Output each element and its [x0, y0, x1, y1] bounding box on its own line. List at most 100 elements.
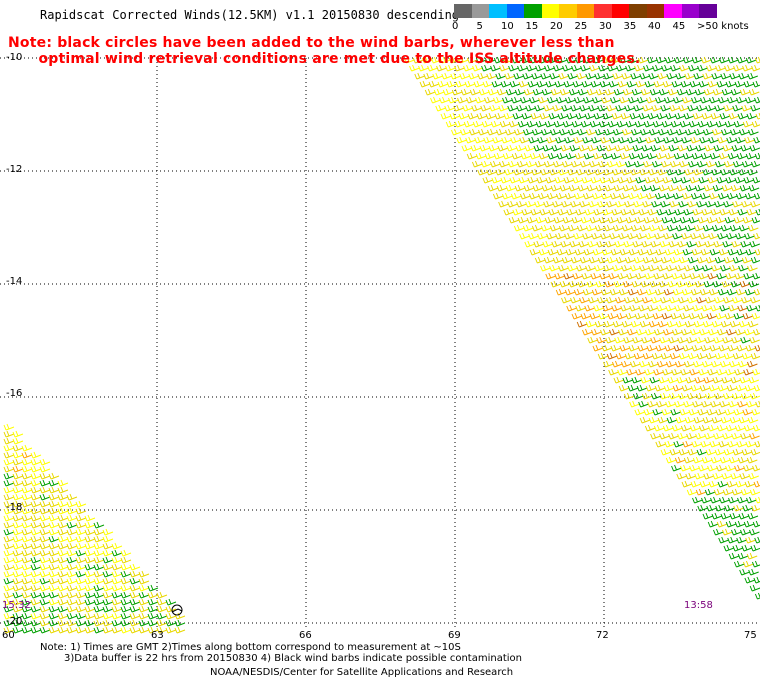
wind-barb: [75, 598, 87, 606]
wind-barb: [660, 160, 672, 168]
wind-barb: [654, 384, 666, 392]
wind-barb: [711, 72, 722, 80]
wind-barb: [48, 472, 60, 480]
wind-barb: [129, 563, 141, 571]
wind-barb: [66, 563, 78, 571]
wind-barb: [735, 232, 746, 240]
wind-barb: [120, 570, 132, 578]
wind-barb: [592, 248, 604, 256]
wind-barb: [705, 160, 717, 168]
wind-barb: [720, 512, 732, 520]
wind-barb: [730, 472, 741, 480]
wind-barb: [639, 72, 650, 80]
wind-barb: [505, 128, 516, 136]
wind-barb: [622, 376, 634, 384]
wind-barb: [707, 368, 718, 376]
wind-barb: [129, 577, 141, 585]
wind-barb: [696, 448, 708, 456]
wind-barb: [30, 577, 42, 585]
wind-barb: [558, 264, 569, 272]
wind-barb: [663, 232, 674, 240]
wind-barb: [84, 598, 96, 606]
wind-barb: [519, 192, 531, 200]
wind-barb: [84, 542, 96, 550]
wind-barb: [147, 584, 159, 592]
wind-barb: [628, 152, 640, 160]
wind-barb: [527, 80, 539, 88]
wind-barb: [572, 176, 584, 184]
wind-barb: [619, 96, 630, 104]
wind-barb: [633, 104, 644, 112]
wind-barb: [499, 120, 511, 128]
wind-barb: [737, 552, 749, 560]
wind-barb: [716, 368, 727, 376]
wind-barb: [693, 320, 705, 328]
wind-barb: [664, 440, 676, 448]
wind-barb: [530, 112, 542, 120]
wind-barb: [699, 384, 711, 392]
wind-barb: [713, 336, 724, 344]
wind-barb: [730, 184, 742, 192]
wind-barb: [651, 256, 663, 264]
wind-barb: [601, 56, 613, 64]
wind-barb: [662, 176, 674, 184]
wind-barb: [627, 288, 639, 296]
wind-barb: [633, 256, 645, 264]
wind-barb: [652, 120, 664, 128]
wind-barb: [752, 464, 760, 472]
wind-barb: [12, 556, 24, 564]
wind-barb: [483, 136, 494, 144]
wind-barb: [625, 64, 636, 72]
wind-barb: [726, 384, 738, 392]
contamination-note-line1: Note: black circles have been added to t…: [8, 35, 615, 51]
wind-barb: [48, 507, 60, 515]
wind-barb: [674, 208, 686, 216]
wind-barb: [501, 136, 512, 144]
wind-barb: [608, 272, 619, 280]
wind-barb: [699, 136, 710, 144]
wind-barb: [75, 549, 87, 557]
wind-barb: [120, 612, 132, 620]
wind-barb: [561, 256, 573, 264]
wind-barb: [498, 200, 509, 208]
wind-barb: [682, 96, 693, 104]
wind-barb: [605, 144, 617, 152]
wind-barb: [618, 384, 630, 392]
colorbar-swatch: [611, 4, 630, 18]
wind-barb: [451, 88, 463, 96]
wind-barb: [30, 612, 42, 620]
wind-barb: [682, 56, 694, 64]
wind-barb: [680, 272, 691, 280]
wind-barb: [418, 64, 429, 72]
wind-barb: [552, 256, 564, 264]
wind-barb: [516, 200, 527, 208]
wind-barb: [102, 570, 114, 578]
wind-barb: [621, 264, 632, 272]
wind-barb: [12, 500, 24, 508]
wind-barb: [111, 626, 123, 634]
wind-barb: [3, 626, 15, 634]
wind-barb: [640, 128, 651, 136]
wind-barb: [39, 500, 51, 508]
wind-barb: [609, 232, 620, 240]
wind-barb: [48, 549, 60, 557]
wind-barb: [582, 232, 593, 240]
wind-barb: [718, 56, 730, 64]
wind-barb: [632, 240, 644, 248]
wind-barb: [675, 264, 686, 272]
wind-barb: [752, 368, 760, 376]
wind-barb: [745, 344, 757, 352]
wind-barb: [84, 535, 96, 543]
wind-barb: [93, 549, 105, 557]
wind-barb: [403, 56, 415, 64]
wind-barb: [75, 619, 87, 627]
wind-barb: [712, 376, 724, 384]
wind-barb: [583, 152, 595, 160]
wind-barb: [595, 88, 607, 96]
wind-barb: [683, 360, 695, 368]
wind-barb: [478, 128, 489, 136]
wind-barb: [696, 352, 708, 360]
wind-barb: [742, 504, 753, 512]
wind-barb: [715, 120, 727, 128]
wind-barb: [560, 240, 572, 248]
